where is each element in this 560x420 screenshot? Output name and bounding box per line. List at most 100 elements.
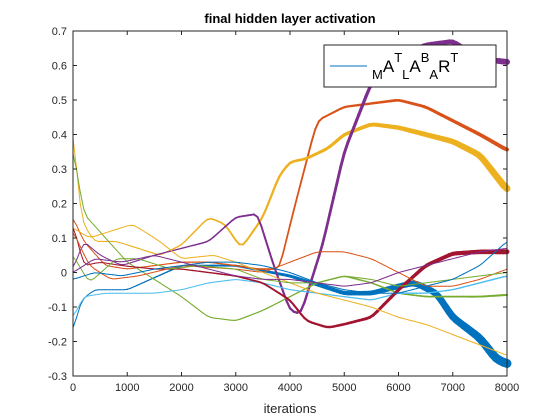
series-segment: [152, 262, 157, 265]
series-segment: [137, 258, 143, 261]
series-segment: [448, 278, 454, 281]
series-segment: [271, 267, 277, 270]
series-segment: [332, 296, 338, 299]
series-segment: [256, 269, 262, 273]
series-segment: [133, 272, 139, 274]
series-segment: [488, 347, 494, 351]
series-segment: [434, 282, 439, 285]
series-segment: [481, 276, 486, 280]
series-segment: [452, 277, 457, 280]
series-segment: [379, 262, 385, 266]
series-segment: [238, 317, 244, 320]
series-segment: [94, 250, 99, 255]
series-segment: [463, 254, 468, 257]
series-segment: [76, 238, 81, 247]
series-segment: [285, 299, 292, 310]
series-segment: [245, 234, 252, 242]
series-segment: [401, 317, 407, 320]
series-segment: [325, 279, 331, 282]
series-segment: [155, 267, 161, 270]
series-segment: [383, 276, 389, 279]
series-segment: [90, 235, 96, 238]
series-segment: [264, 265, 269, 268]
series-segment: [470, 280, 475, 283]
series-segment: [94, 239, 99, 242]
series-segment: [423, 323, 428, 326]
series-segment: [285, 261, 291, 265]
series-segment: [79, 251, 85, 263]
series-line-8: [72, 232, 508, 287]
series-segment: [137, 282, 143, 286]
series-segment: [282, 287, 287, 290]
series-segment: [307, 140, 313, 157]
series-segment: [274, 285, 280, 288]
series-segment: [166, 257, 172, 260]
series-segment: [340, 275, 345, 278]
series-segment: [90, 294, 96, 296]
series-segment: [416, 321, 421, 324]
series-segment: [235, 268, 240, 271]
series-segment: [130, 245, 136, 248]
series-segment: [331, 181, 339, 200]
series-segment: [148, 251, 154, 254]
series-segment: [137, 227, 143, 231]
series-segment: [148, 234, 154, 238]
series-segment: [195, 225, 201, 231]
series-segment: [285, 271, 291, 274]
series-segment: [322, 294, 327, 296]
series-segment: [148, 275, 154, 279]
series-segment: [275, 268, 280, 271]
series-segment: [412, 267, 418, 270]
series-segment: [271, 275, 277, 278]
series-segment: [477, 263, 483, 267]
series-segment: [253, 311, 259, 315]
series-segment: [133, 246, 139, 249]
series-segment: [209, 235, 215, 241]
series-segment: [419, 286, 425, 289]
legend-label-part: T: [394, 50, 402, 65]
x-tick-label: 1000: [115, 382, 139, 394]
series-segment: [336, 297, 342, 300]
series-segment: [278, 279, 284, 292]
series-segment: [195, 307, 201, 311]
series-segment: [86, 295, 92, 297]
series-segment: [340, 288, 345, 291]
series-segment: [322, 283, 327, 286]
series-segment: [148, 268, 154, 271]
series-segment: [216, 229, 223, 235]
series-segment: [83, 274, 88, 277]
series-segment: [115, 227, 121, 230]
series-segment: [133, 225, 139, 229]
series-segment: [314, 251, 320, 254]
legend-label-part: A: [429, 67, 438, 82]
series-segment: [217, 270, 222, 273]
series-segment: [282, 297, 288, 301]
series-segment: [278, 264, 284, 267]
series-segment: [459, 273, 465, 277]
series-line-1: [72, 264, 512, 368]
series-segment: [202, 312, 208, 317]
series-segment: [256, 215, 263, 227]
series-segment: [499, 269, 504, 273]
series-segment: [306, 278, 313, 293]
series-segment: [227, 228, 234, 236]
series-segment: [358, 254, 363, 257]
series-segment: [119, 253, 125, 259]
series-segment: [321, 228, 328, 246]
series-segment: [83, 253, 88, 262]
series-segment: [72, 256, 78, 262]
series-segment: [470, 341, 475, 344]
series-segment: [501, 145, 509, 152]
series-segment: [180, 296, 186, 300]
series-segment: [343, 289, 349, 291]
y-tick-label: 0.2: [52, 199, 67, 211]
series-segment: [184, 287, 190, 290]
series-segment: [336, 276, 342, 279]
series-segment: [459, 336, 465, 340]
series-segment: [329, 278, 334, 281]
series-segment: [148, 277, 154, 281]
series-segment: [141, 256, 146, 259]
series-segment: [372, 259, 378, 262]
series-segment: [79, 275, 85, 278]
series-segment: [115, 249, 121, 255]
